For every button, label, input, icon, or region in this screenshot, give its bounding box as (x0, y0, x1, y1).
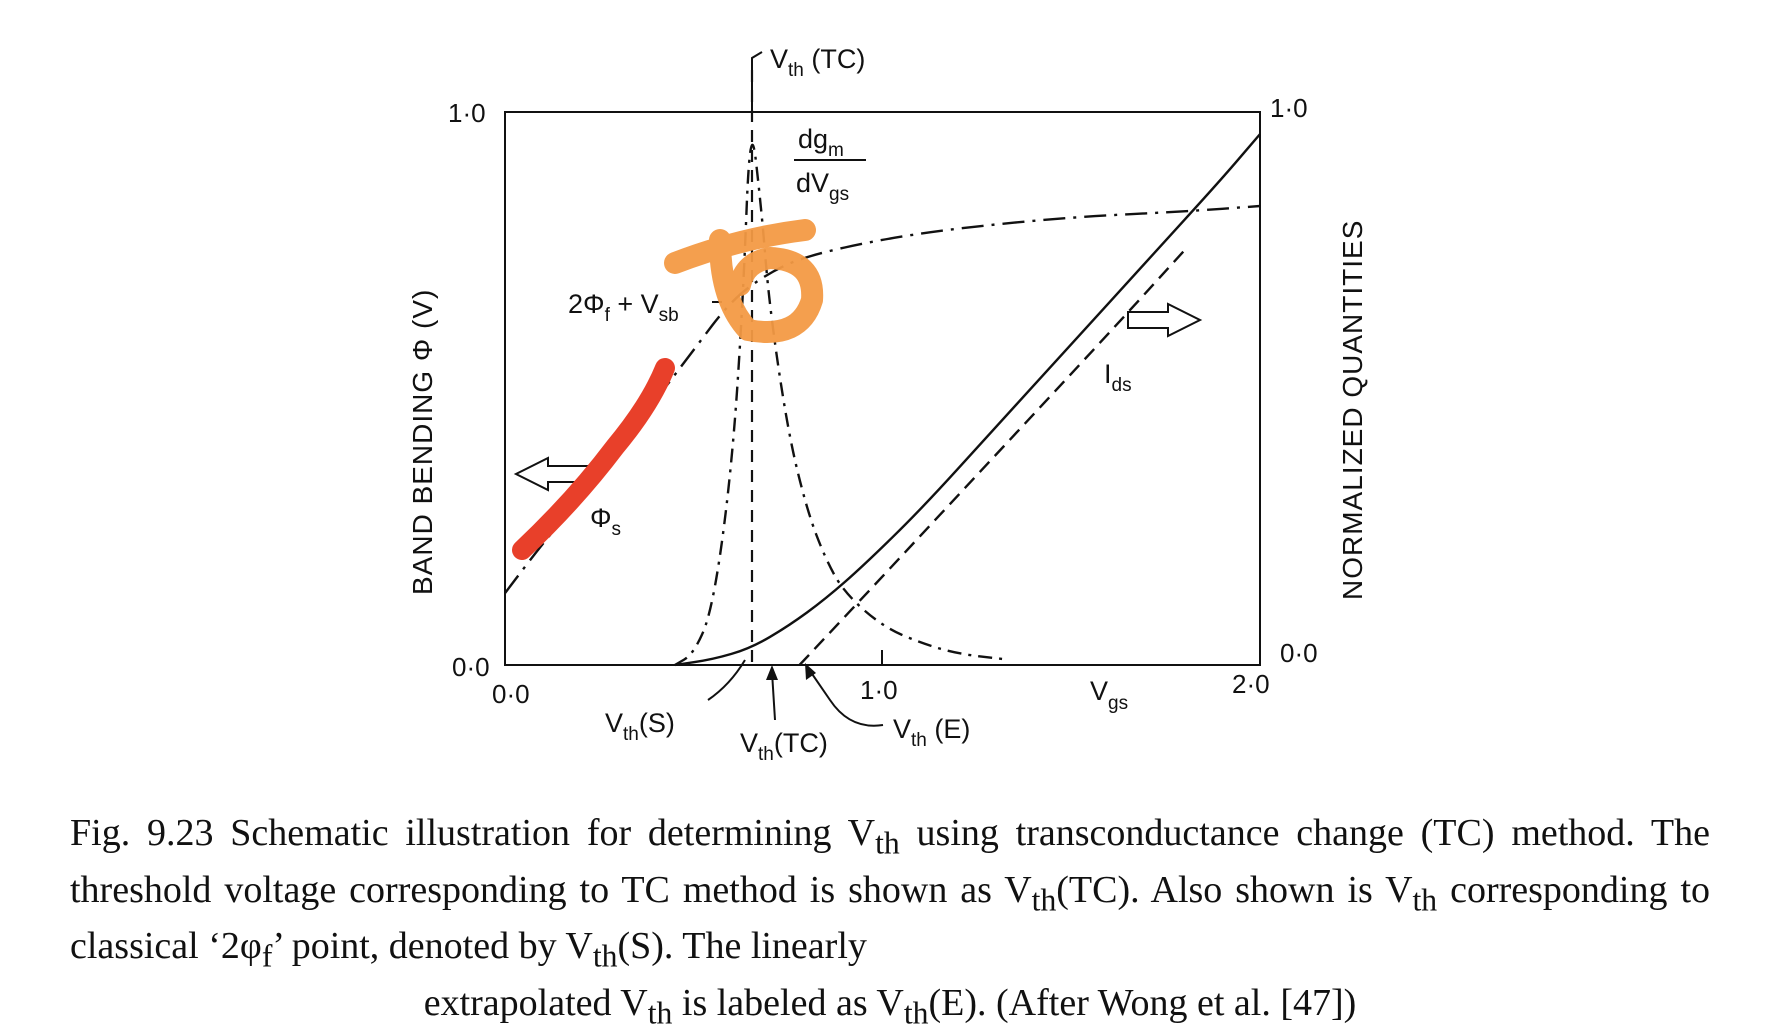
y-left-tick-bottom: 0·0 (452, 652, 490, 682)
y-left-tick-top: 1·0 (448, 98, 486, 128)
x-tick-0: 0·0 (492, 679, 530, 709)
vth-s-label: Vth(S) (605, 708, 675, 745)
orange-handwritten-mark (664, 219, 824, 343)
vth-e-arrowhead (805, 663, 816, 680)
series-line-4 (798, 249, 1186, 666)
ids-label: Ids (1104, 359, 1132, 396)
phi-f-label: 2Φf + Vsb (568, 289, 679, 326)
caption-line-3: shown is Vth corresponding to classical … (70, 868, 1710, 974)
x-tick-2: 2·0 (1232, 669, 1270, 699)
series-line-1 (674, 143, 1008, 667)
y-right-tick-top: 1·0 (1270, 93, 1308, 123)
vth-e-label: Vth (E) (893, 714, 970, 751)
caption-line-2: method. The threshold voltage correspond… (70, 812, 1711, 918)
right-axis-arrow (1127, 302, 1203, 338)
red-handwritten-mark (512, 358, 675, 560)
series-line-3 (674, 133, 1261, 667)
vth-tc-arrowhead (766, 665, 778, 680)
vth-tc-bottom-label: Vth(TC) (740, 728, 828, 765)
series-line-2 (504, 204, 1261, 594)
vth-s-leader (707, 659, 746, 701)
vth-e-leader (807, 667, 884, 727)
vth-tc-top-bracket (751, 51, 763, 110)
y-right-axis-title: NORMALIZED QUANTITIES (1337, 220, 1368, 600)
caption-line-1: Fig. 9.23 Schematic illustration for det… (70, 812, 1495, 861)
plot-frame (504, 111, 1261, 666)
y-left-axis-title: BAND BENDING Φ (V) (407, 289, 438, 595)
y-right-tick-bottom: 0·0 (1280, 638, 1318, 668)
dgm-label: dgm (798, 124, 844, 161)
figure-caption: Fig. 9.23 Schematic illustration for det… (70, 810, 1710, 1036)
vth-tc-top-label: Vth (TC) (770, 44, 865, 81)
caption-line-4: extrapolated Vth is labeled as Vth(E). (… (423, 981, 1357, 1031)
phi-s-label: Φs (590, 503, 621, 540)
x-tick-1: 1·0 (860, 675, 898, 705)
dvgs-label: dVgs (796, 168, 849, 205)
chart-figure: 1·0 0·0 1·0 0·0 0·0 1·0 2·0 BAND BENDING… (407, 44, 1368, 765)
series-layer (504, 133, 1261, 667)
vgs-axis-label: Vgs (1090, 676, 1128, 714)
